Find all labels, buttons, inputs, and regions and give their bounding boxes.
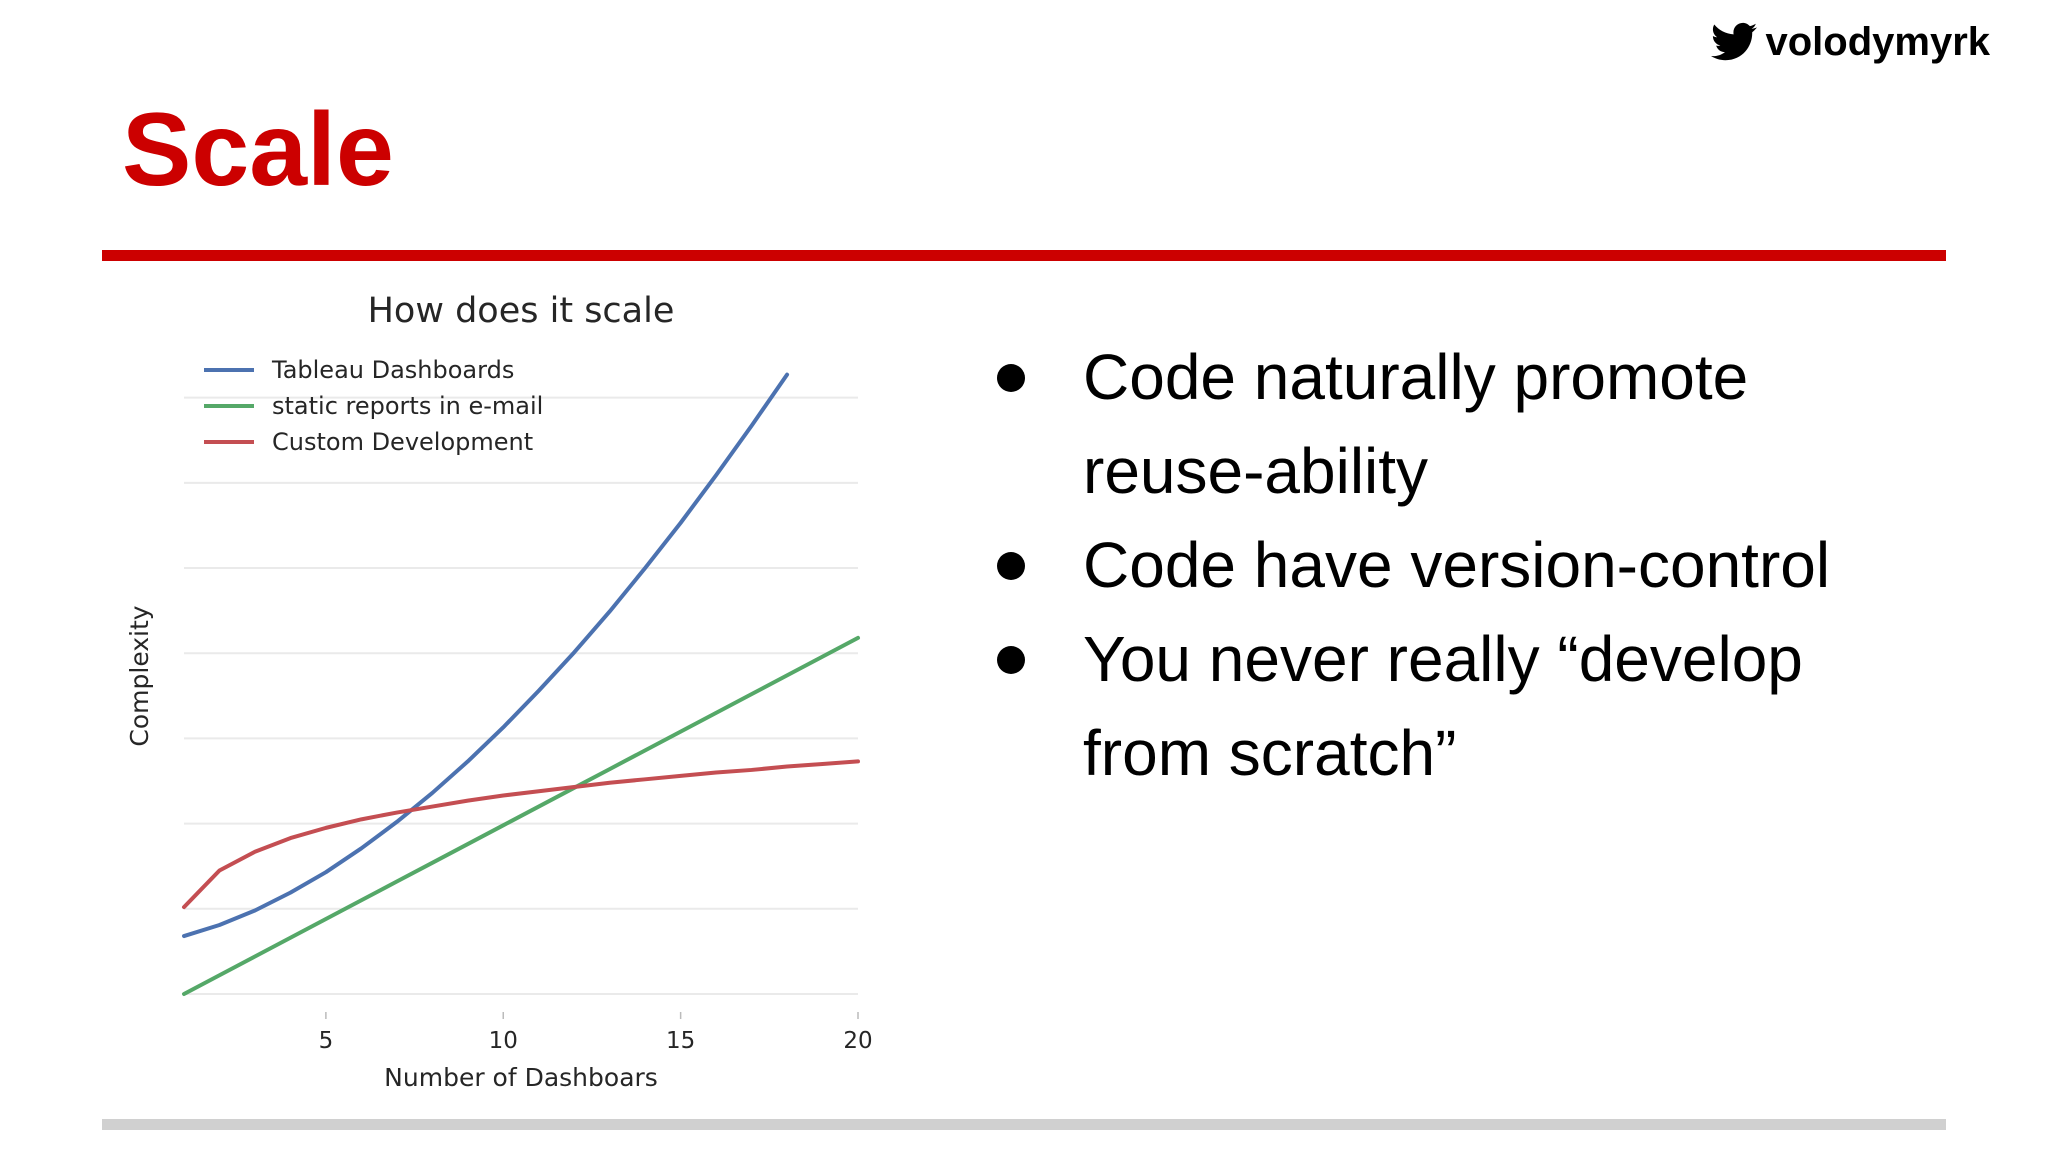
chart-ticks: 5 10 15 20 xyxy=(319,1012,873,1054)
bullet-item: Code have version-control xyxy=(985,518,1945,612)
series-line xyxy=(182,759,860,910)
twitter-bird-icon xyxy=(1711,22,1758,61)
twitter-handle: volodymyrk xyxy=(1711,14,1990,70)
x-tick-label: 15 xyxy=(666,1028,695,1054)
chart-lines xyxy=(182,372,860,996)
title-divider xyxy=(102,250,1946,261)
x-tick-label: 20 xyxy=(843,1028,872,1054)
line-chart: 5 10 15 20 How does it scale Number of Dash… xyxy=(125,291,873,1092)
legend-label: Tableau Dashboards xyxy=(271,356,514,384)
chart-legend: Tableau Dashboards static reports in e-ma… xyxy=(204,356,543,456)
bullet-list: Code naturally promote reuse-ability Cod… xyxy=(985,330,1945,800)
chart-title: How does it scale xyxy=(368,291,675,331)
series-line xyxy=(182,372,790,939)
slide-title: Scale xyxy=(122,92,394,208)
bottom-divider xyxy=(102,1119,1946,1130)
x-axis-label: Number of Dashboars xyxy=(384,1063,658,1092)
bullet-item: Code naturally promote reuse-ability xyxy=(985,330,1945,518)
legend-label: Custom Development xyxy=(272,428,533,456)
y-axis-label: Complexity xyxy=(125,605,154,746)
x-tick-label: 10 xyxy=(489,1028,518,1054)
chart-grid xyxy=(184,396,858,995)
handle-text: volodymyrk xyxy=(1765,19,1990,64)
series-line xyxy=(182,635,860,996)
x-tick-label: 5 xyxy=(319,1028,334,1054)
legend-label: static reports in e-mail xyxy=(272,392,543,420)
bullet-item: You never really “develop from scratch” xyxy=(985,612,1945,800)
